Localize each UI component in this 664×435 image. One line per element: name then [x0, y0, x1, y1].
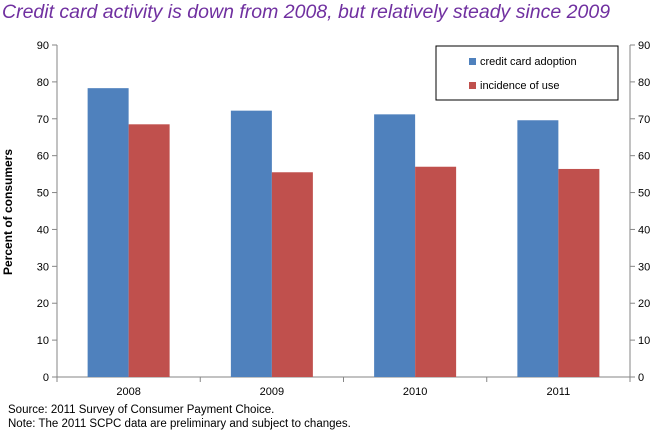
bar-credit-card-adoption-2010 — [374, 114, 416, 378]
y-tick-label-left: 40 — [37, 224, 49, 236]
bar-incidence-of-use-2010 — [415, 166, 457, 377]
y-tick-label-right: 40 — [638, 224, 650, 236]
bar-credit-card-adoption-2009 — [230, 110, 272, 377]
x-tick-label: 2011 — [547, 386, 571, 398]
y-tick-label-left: 20 — [37, 298, 49, 310]
y-tick-label-right: 90 — [638, 40, 650, 52]
chart-notes: Source: 2011 Survey of Consumer Payment … — [8, 403, 351, 431]
legend-box — [435, 45, 619, 101]
legend-swatch-credit-card-adoption — [469, 58, 476, 65]
y-tick-label-left: 60 — [37, 151, 49, 163]
y-tick-label-right: 30 — [638, 261, 650, 273]
chart-tick-labels: 0 0 10 10 20 20 30 30 40 40 50 50 60 60 70 70 80 80 90 90 20… — [37, 40, 651, 398]
x-tick-label: 2009 — [260, 386, 284, 398]
y-tick-label-left: 10 — [37, 335, 49, 347]
bar-incidence-of-use-2008 — [128, 124, 170, 377]
y-tick-label-left: 70 — [37, 114, 49, 126]
y-tick-label-left: 80 — [37, 77, 49, 89]
chart-title: Credit card activity is down from 2008, … — [2, 1, 611, 23]
legend-label-incidence-of-use: incidence of use — [480, 80, 560, 92]
bar-credit-card-adoption-2011 — [517, 120, 559, 378]
bar-credit-card-adoption-2008 — [87, 88, 129, 377]
bar-chart: 0 0 10 10 20 20 30 30 40 40 50 50 60 60 70 70 80 80 90 90 20… — [1, 40, 651, 398]
chart-bars — [87, 88, 600, 378]
x-tick-label: 2008 — [116, 386, 140, 398]
y-tick-label-left: 0 — [43, 372, 49, 384]
y-tick-label-left: 50 — [37, 188, 49, 200]
y-tick-label-right: 50 — [638, 188, 650, 200]
preliminary-note: Note: The 2011 SCPC data are preliminary… — [8, 418, 351, 430]
y-tick-label-left: 90 — [37, 40, 49, 52]
bar-incidence-of-use-2009 — [271, 172, 313, 377]
legend: credit card adoption incidence of use — [435, 45, 619, 101]
y-tick-label-right: 10 — [638, 335, 650, 347]
y-axis-label: Percent of consumers — [1, 149, 15, 275]
legend-swatch-incidence-of-use — [469, 82, 476, 89]
y-tick-label-right: 70 — [638, 114, 650, 126]
y-tick-label-right: 60 — [638, 151, 650, 163]
source-note: Source: 2011 Survey of Consumer Payment … — [8, 404, 275, 416]
legend-label-credit-card-adoption: credit card adoption — [480, 56, 577, 68]
bar-incidence-of-use-2011 — [558, 168, 600, 377]
y-tick-label-right: 0 — [638, 372, 644, 384]
y-tick-label-right: 80 — [638, 77, 650, 89]
y-tick-label-right: 20 — [638, 298, 650, 310]
x-tick-label: 2010 — [403, 386, 427, 398]
y-tick-label-left: 30 — [37, 261, 49, 273]
